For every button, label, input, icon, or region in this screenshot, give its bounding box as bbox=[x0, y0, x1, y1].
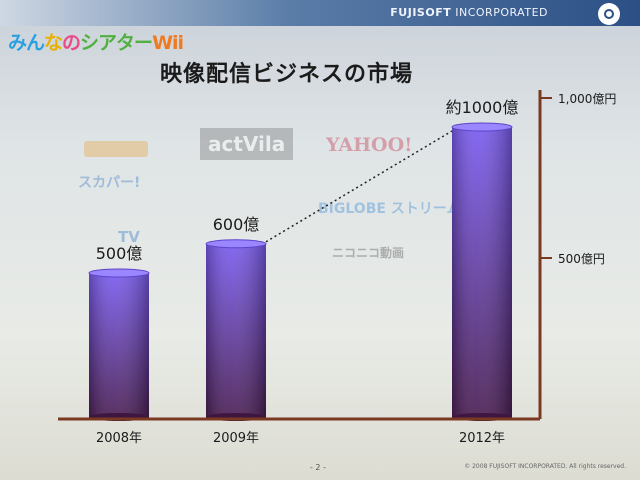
bar-shade-0 bbox=[89, 273, 149, 419]
header-bar: FUJISOFT INCORPORATED bbox=[0, 0, 640, 26]
bar-shade-2 bbox=[452, 127, 512, 419]
bg-logo-actvila: actVila bbox=[200, 128, 294, 160]
bar-top-2 bbox=[451, 122, 513, 132]
bg-logo-orange-badge bbox=[84, 141, 148, 157]
category-label-0: 2008年 bbox=[96, 431, 142, 446]
company-name: FUJISOFT INCORPORATED bbox=[390, 6, 548, 19]
category-label-2: 2012年 bbox=[459, 431, 505, 446]
trend-line bbox=[265, 130, 453, 243]
y-tick-label-1: 500億円 bbox=[558, 252, 605, 266]
brand-part-3: の bbox=[62, 32, 81, 54]
data-label-2: 約1000億 bbox=[446, 98, 519, 117]
company-name-rest: INCORPORATED bbox=[455, 6, 548, 19]
footer-page-number: - 2 - bbox=[310, 463, 326, 472]
bar-top-0 bbox=[88, 268, 150, 278]
company-name-bold: FUJISOFT bbox=[390, 6, 452, 19]
data-label-0: 500億 bbox=[96, 244, 143, 263]
footer-copyright: © 2008 FUJISOFT INCORPORATED. All rights… bbox=[464, 463, 626, 470]
bg-logo-nicovideo: ニコニコ動画 bbox=[332, 246, 405, 260]
bar-shade-1 bbox=[206, 243, 266, 419]
minna-no-theater-logo: みんなのシアターWii bbox=[8, 28, 184, 55]
y-tick-label-0: 1,000億円 bbox=[558, 92, 616, 106]
bar-top-1 bbox=[205, 239, 267, 249]
brand-part-4: シアター bbox=[80, 32, 153, 54]
brand-part-2: な bbox=[44, 32, 63, 54]
bg-logo-biglobe: BIGLOBE ストリーム bbox=[318, 201, 461, 217]
brand-part-5: Wii bbox=[152, 32, 184, 54]
brand-part-1: みん bbox=[8, 32, 45, 54]
category-label-1: 2009年 bbox=[213, 431, 259, 446]
bg-logo-skyperfect: スカパー! bbox=[78, 175, 141, 191]
bg-logo-tv: TV bbox=[118, 228, 140, 246]
bg-logo-yahoo: YAHOO! bbox=[326, 134, 413, 156]
fujisoft-logo-icon bbox=[598, 3, 620, 25]
data-label-1: 600億 bbox=[213, 215, 260, 234]
page-title: 映像配信ビジネスの市場 bbox=[160, 62, 414, 87]
